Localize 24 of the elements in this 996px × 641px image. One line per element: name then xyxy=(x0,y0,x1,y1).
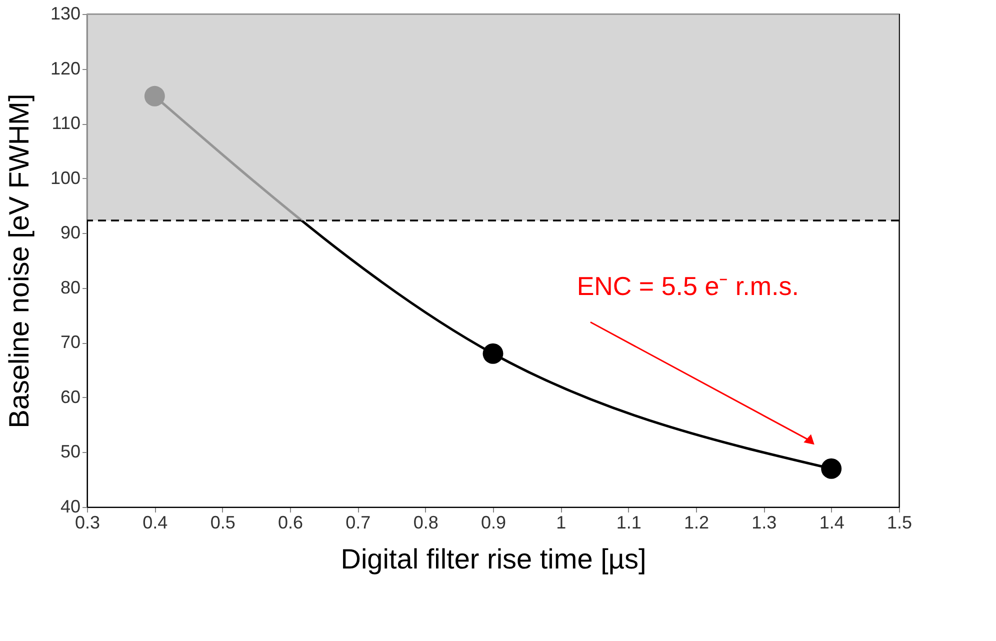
x-tick-label: 0.7 xyxy=(346,512,371,532)
x-tick-label: 0.9 xyxy=(480,512,506,532)
y-tick-label: 110 xyxy=(52,113,80,134)
x-tick-label: 0.5 xyxy=(210,512,236,532)
x-tick-label: 0.6 xyxy=(278,512,304,532)
y-tick-label: 100 xyxy=(50,168,80,188)
x-tick-label: 1.1 xyxy=(616,512,642,532)
y-tick-label: 130 xyxy=(50,4,80,24)
y-tick-label: 60 xyxy=(60,386,80,407)
x-tick-label: 0.8 xyxy=(413,512,438,532)
x-tick-label: 1.4 xyxy=(819,512,844,532)
annotation: ENC = 5.5 e⁻ r.m.s. xyxy=(576,270,799,301)
y-tick-label: 70 xyxy=(60,332,80,352)
x-tick-label: 1 xyxy=(556,512,566,532)
y-tick-label: 90 xyxy=(60,222,80,243)
x-axis-title: Digital filter rise time [µs] xyxy=(340,544,646,574)
y-tick-label: 80 xyxy=(60,277,80,298)
x-tick-label: 1.3 xyxy=(752,512,777,532)
x-tick-label: 1.2 xyxy=(684,512,710,532)
x-tick-label: 1.5 xyxy=(886,512,912,532)
x-tick-label: 0.4 xyxy=(142,512,168,532)
y-axis-title: Baseline noise [eV FWHM] xyxy=(3,94,34,428)
y-tick-label: 120 xyxy=(50,58,80,78)
y-tick-label: 50 xyxy=(60,442,80,462)
